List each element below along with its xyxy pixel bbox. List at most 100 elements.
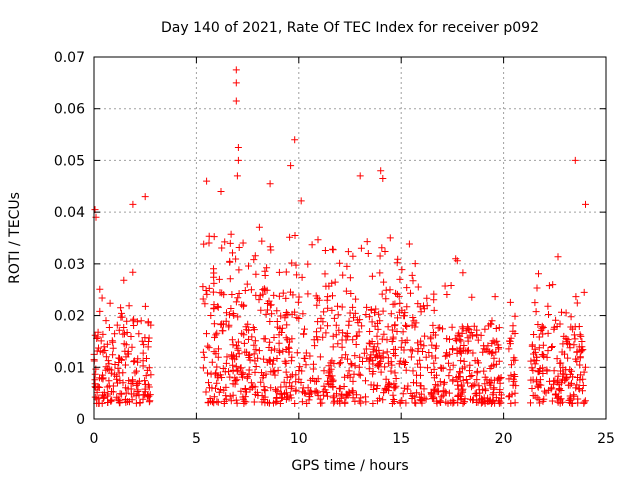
data-point — [459, 269, 467, 277]
data-point — [97, 337, 105, 345]
data-point — [102, 353, 110, 361]
data-point — [349, 394, 357, 402]
data-point — [535, 396, 543, 404]
data-point — [288, 259, 296, 267]
data-point — [322, 282, 330, 290]
data-point — [559, 364, 567, 372]
data-point — [232, 396, 240, 404]
data-point — [375, 310, 383, 318]
data-point — [371, 353, 379, 361]
data-point — [140, 341, 148, 349]
x-axis-label: GPS time / hours — [291, 458, 408, 474]
data-point — [266, 338, 274, 346]
data-point — [466, 373, 474, 380]
data-point — [427, 369, 435, 376]
data-point — [573, 348, 581, 356]
data-point — [111, 371, 119, 379]
chart-title: Day 140 of 2021, Rate Of TEC Index for r… — [161, 20, 539, 36]
data-point — [279, 347, 287, 355]
data-point — [130, 322, 138, 329]
data-point — [382, 286, 390, 294]
data-point — [391, 321, 399, 329]
data-point — [549, 281, 557, 289]
data-point — [432, 331, 440, 339]
data-point — [232, 362, 240, 370]
data-point — [568, 379, 575, 387]
data-point — [495, 324, 503, 332]
data-point — [538, 325, 546, 333]
data-point — [270, 291, 278, 299]
data-point — [319, 333, 327, 341]
data-point — [139, 362, 147, 370]
data-point — [358, 322, 366, 330]
data-point — [141, 388, 149, 396]
data-point — [259, 290, 267, 298]
data-point — [369, 386, 377, 393]
data-point — [439, 387, 447, 395]
data-point — [240, 339, 248, 347]
data-point — [477, 331, 485, 339]
data-point — [295, 293, 303, 301]
data-point — [416, 393, 424, 401]
y-tick-label: 0 — [76, 412, 85, 428]
data-point — [530, 350, 537, 358]
data-point — [233, 172, 241, 180]
data-point — [294, 298, 302, 306]
data-point — [344, 355, 351, 363]
data-point — [372, 305, 380, 313]
data-point — [344, 333, 352, 341]
data-point — [350, 314, 357, 322]
data-point — [430, 385, 438, 393]
data-point — [506, 298, 514, 306]
data-point — [227, 397, 235, 405]
data-point — [282, 346, 290, 353]
data-point — [566, 394, 574, 402]
data-point — [235, 290, 243, 297]
data-point — [446, 350, 454, 358]
data-point — [536, 399, 544, 407]
data-point — [114, 364, 122, 372]
data-point — [541, 387, 548, 395]
data-point — [416, 356, 424, 364]
data-point — [229, 391, 237, 399]
data-point — [392, 375, 400, 382]
data-points — [90, 66, 589, 407]
data-point — [469, 332, 477, 340]
data-point — [366, 340, 374, 348]
data-point — [275, 347, 283, 355]
data-point — [94, 328, 102, 336]
data-point — [509, 322, 517, 330]
data-point — [355, 363, 363, 371]
data-point — [145, 392, 153, 400]
data-point — [494, 341, 502, 349]
data-point — [232, 97, 240, 105]
data-point — [246, 356, 254, 364]
data-point — [228, 291, 236, 298]
data-point — [107, 369, 115, 377]
data-point — [205, 344, 213, 352]
data-point — [247, 286, 255, 294]
data-point — [548, 397, 556, 405]
data-point — [458, 387, 466, 395]
data-point — [274, 387, 282, 395]
data-point — [443, 291, 451, 298]
data-point — [352, 341, 360, 348]
data-point — [251, 368, 259, 376]
data-point — [245, 335, 252, 343]
data-point — [126, 398, 133, 406]
data-point — [131, 369, 139, 377]
data-point — [286, 338, 293, 346]
data-point — [386, 234, 394, 242]
data-point — [281, 389, 289, 397]
data-point — [93, 388, 101, 396]
data-point — [302, 361, 310, 369]
data-point — [347, 290, 355, 297]
data-point — [373, 382, 381, 390]
data-point — [231, 380, 239, 388]
data-point — [408, 271, 416, 279]
data-point — [213, 329, 221, 337]
data-point — [442, 398, 450, 406]
data-point — [347, 360, 355, 367]
data-point — [449, 376, 457, 384]
data-point — [575, 385, 583, 393]
